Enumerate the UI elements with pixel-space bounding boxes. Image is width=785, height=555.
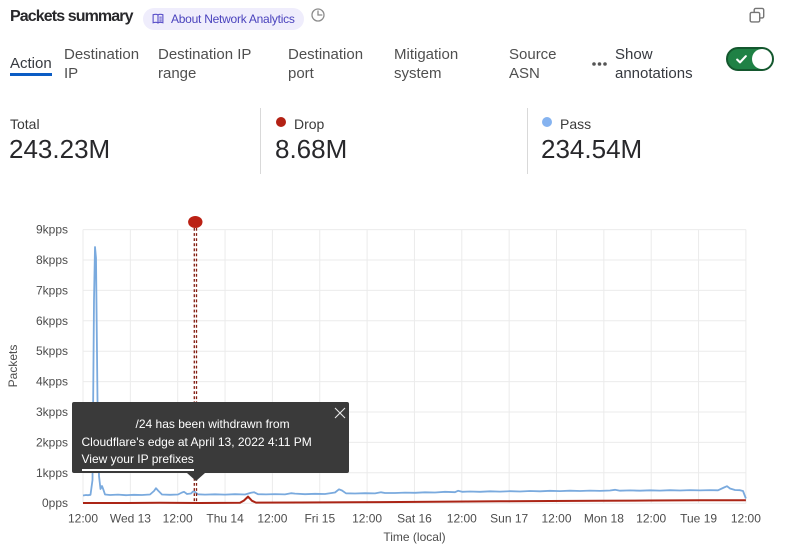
svg-text:12:00: 12:00 bbox=[163, 512, 193, 526]
svg-text:4kpps: 4kpps bbox=[36, 375, 68, 389]
svg-text:Mon 18: Mon 18 bbox=[584, 512, 624, 526]
svg-text:Wed 13: Wed 13 bbox=[110, 512, 151, 526]
svg-text:6kpps: 6kpps bbox=[36, 314, 68, 328]
svg-text:5kpps: 5kpps bbox=[36, 344, 68, 358]
svg-text:Sat 16: Sat 16 bbox=[397, 512, 432, 526]
svg-text:12:00: 12:00 bbox=[257, 512, 287, 526]
svg-text:12:00: 12:00 bbox=[68, 512, 98, 526]
svg-text:Tue 19: Tue 19 bbox=[680, 512, 717, 526]
svg-text:Packets: Packets bbox=[6, 345, 20, 388]
svg-text:Sun 17: Sun 17 bbox=[490, 512, 528, 526]
svg-text:1kpps: 1kpps bbox=[36, 466, 68, 480]
svg-text:2kpps: 2kpps bbox=[36, 435, 68, 449]
svg-text:12:00: 12:00 bbox=[731, 512, 761, 526]
svg-text:3kpps: 3kpps bbox=[36, 405, 68, 419]
svg-text:Fri 15: Fri 15 bbox=[304, 512, 335, 526]
svg-text:12:00: 12:00 bbox=[541, 512, 571, 526]
svg-text:12:00: 12:00 bbox=[352, 512, 382, 526]
svg-text:8kpps: 8kpps bbox=[36, 253, 68, 267]
svg-text:Time (local): Time (local) bbox=[383, 530, 445, 544]
svg-text:7kpps: 7kpps bbox=[36, 283, 68, 297]
svg-text:12:00: 12:00 bbox=[636, 512, 666, 526]
svg-text:9kpps: 9kpps bbox=[36, 223, 68, 237]
svg-text:12:00: 12:00 bbox=[447, 512, 477, 526]
svg-text:Thu 14: Thu 14 bbox=[206, 512, 244, 526]
svg-text:0pps: 0pps bbox=[42, 496, 68, 510]
